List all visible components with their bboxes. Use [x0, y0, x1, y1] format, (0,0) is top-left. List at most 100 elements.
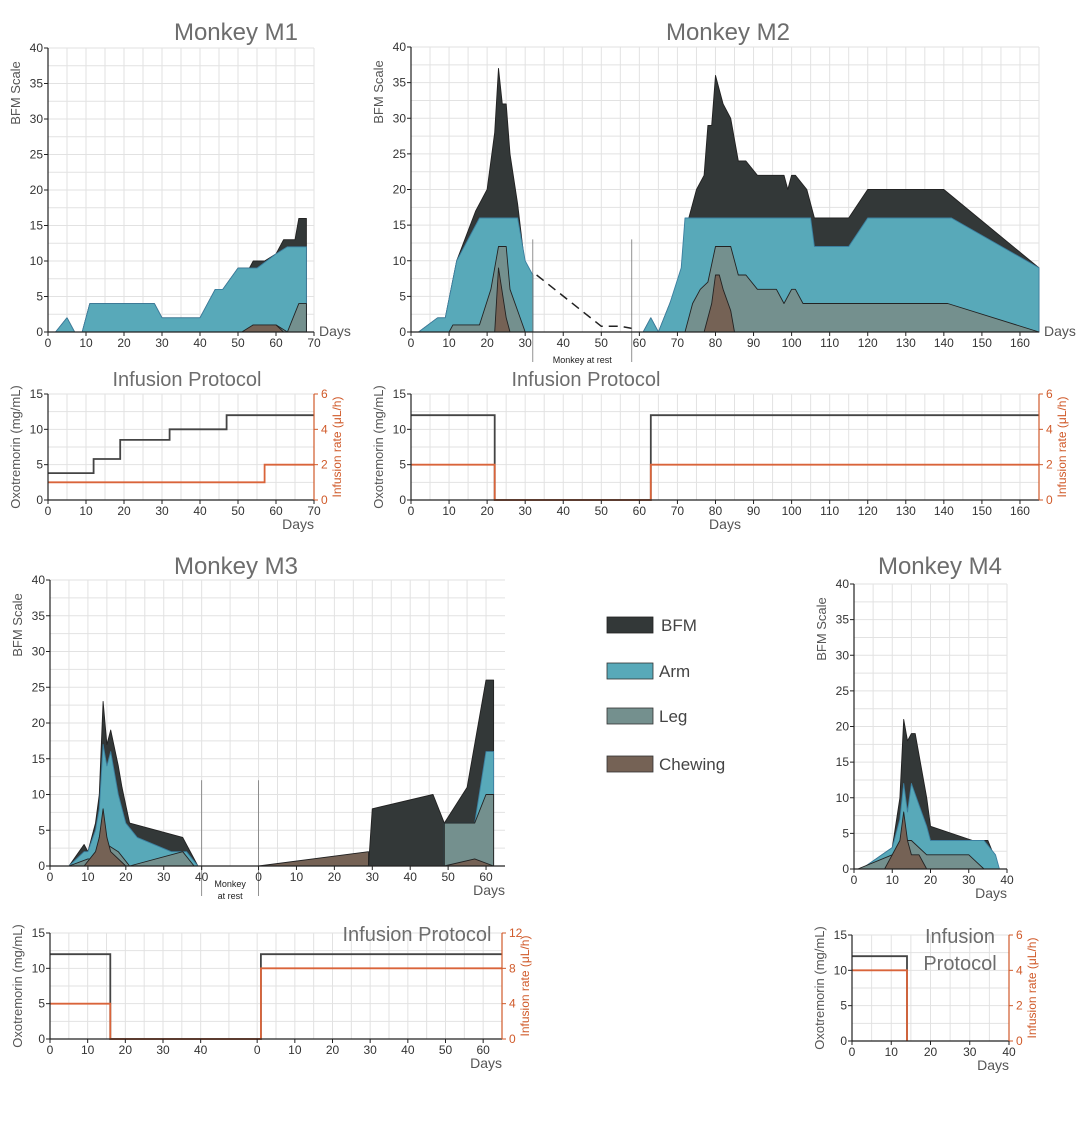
xtick-label: 150 — [972, 504, 992, 518]
xtick-label: 30 — [366, 870, 380, 884]
ytick-label: 20 — [32, 716, 46, 730]
area-leg — [684, 246, 1040, 333]
ytick-right-label: 0 — [321, 493, 328, 507]
ytick-right-label: 6 — [321, 387, 328, 401]
ytick-right-label: 4 — [509, 997, 516, 1011]
ytick-label: 40 — [393, 40, 407, 54]
xtick-label: 80 — [709, 504, 723, 518]
xtick-label: 40 — [1000, 873, 1014, 887]
xtick-label: 30 — [157, 870, 171, 884]
ytick-label: 15 — [30, 387, 44, 401]
line-rate — [48, 463, 314, 484]
xtick-label: 90 — [747, 504, 761, 518]
ytick-right-label: 8 — [509, 961, 516, 975]
xtick-label: 70 — [307, 504, 321, 518]
ytick-label: 30 — [30, 112, 44, 126]
xtick-label: 10 — [290, 870, 304, 884]
xtick-label: 50 — [595, 336, 609, 350]
xtick-label: 40 — [193, 504, 207, 518]
area-arm — [853, 783, 1000, 870]
ytick-label: 10 — [834, 963, 848, 977]
y-axis-label: BFM Scale — [371, 60, 386, 124]
xtick-label: 110 — [820, 504, 839, 518]
legend-swatch-chewing — [606, 755, 654, 773]
xtick-label: 0 — [408, 504, 415, 518]
xtick-label: 30 — [155, 336, 169, 350]
line-concentration — [411, 414, 1039, 501]
ytick-label: 0 — [840, 1034, 847, 1048]
xtick-label: 0 — [408, 336, 415, 350]
area-chewing — [197, 851, 369, 867]
ytick-right-label: 4 — [1016, 963, 1023, 977]
ytick-label: 30 — [393, 111, 407, 125]
chart-m3: Monkey at rest 0 5 10 15 20 25 30 35 40 0 10 20 30 40 0 1… — [10, 553, 505, 901]
xtick-label: 60 — [633, 336, 647, 350]
rest-annotation-line2: at rest — [218, 891, 244, 901]
ytick-label: 5 — [38, 997, 45, 1011]
ytick-label: 40 — [836, 577, 850, 591]
xtick-label: 60 — [269, 504, 283, 518]
chart-title: Monkey M1 — [174, 19, 298, 46]
ytick-right-label: 2 — [1016, 999, 1023, 1013]
xtick-label: 40 — [194, 1043, 208, 1057]
line-concentration — [852, 955, 908, 1041]
rest-annotation-line1: Monkey — [214, 879, 246, 889]
legend-swatch-leg — [606, 707, 654, 725]
chart-m4: 0 5 10 15 20 25 30 35 40 0 10 20 30 40 Monkey M4 BFM Sc… — [814, 553, 1014, 901]
xtick-label: 10 — [81, 870, 95, 884]
ytick-label: 10 — [393, 254, 407, 268]
ytick-label: 15 — [393, 387, 407, 401]
chart-title: Monkey M2 — [666, 19, 790, 46]
xtick-label: 20 — [924, 873, 938, 887]
rest-trend-dashed-line — [536, 274, 632, 330]
xtick-label: 20 — [117, 336, 131, 350]
xtick-label: 120 — [858, 336, 878, 350]
ytick-right-label: 2 — [321, 458, 328, 472]
ytick-label: 20 — [836, 720, 850, 734]
y-axis-label: Oxotremorin (mg/mL) — [8, 385, 23, 509]
ytick-label: 0 — [36, 325, 43, 339]
xtick-label: 10 — [442, 504, 456, 518]
ytick-label: 5 — [38, 823, 45, 837]
xtick-label: 20 — [924, 1045, 938, 1059]
xtick-label: 0 — [254, 1043, 261, 1057]
xtick-label: 70 — [671, 504, 685, 518]
xtick-label: 10 — [81, 1043, 95, 1057]
ytick-right-label: 12 — [509, 926, 523, 940]
xtick-label: 70 — [307, 336, 321, 350]
line-concentration — [48, 414, 314, 475]
ytick-label: 5 — [399, 289, 406, 303]
xtick-label: 40 — [193, 336, 207, 350]
ytick-label: 35 — [393, 76, 407, 90]
ytick-right-label: 2 — [1046, 458, 1053, 472]
xtick-label: 50 — [231, 336, 245, 350]
xtick-label: 20 — [328, 870, 342, 884]
ytick-label: 15 — [30, 219, 44, 233]
y-axis-label: Oxotremorin (mg/mL) — [10, 924, 25, 1048]
y-axis-right-label: Infusion rate (μL/h) — [518, 936, 532, 1037]
xtick-label: 130 — [896, 504, 916, 518]
chart-title: Infusion — [925, 926, 995, 948]
xtick-label: 100 — [782, 336, 802, 350]
legend-label-arm: Arm — [659, 662, 690, 681]
x-axis-label: Days — [473, 882, 505, 898]
xtick-label: 100 — [782, 504, 802, 518]
x-axis-label: Days — [977, 1057, 1009, 1073]
chart-title: Infusion Protocol — [512, 369, 661, 391]
xtick-label: 30 — [962, 873, 976, 887]
y-axis-label: BFM Scale — [8, 61, 23, 125]
xtick-label: 40 — [401, 1043, 415, 1057]
xtick-label: 0 — [255, 870, 262, 884]
ytick-label: 10 — [30, 422, 44, 436]
xtick-label: 30 — [519, 504, 533, 518]
y-axis-label: Oxotremorin (mg/mL) — [812, 926, 827, 1050]
xtick-label: 20 — [117, 504, 131, 518]
xtick-label: 50 — [231, 504, 245, 518]
ytick-label: 10 — [32, 788, 46, 802]
x-axis-label: Days — [470, 1055, 502, 1071]
chart-p4: 0 5 10 15 0 2 4 6 0 10 20 30 40 Infusion Protocol Oxotr… — [812, 926, 1039, 1073]
ytick-right-label: 0 — [1016, 1034, 1023, 1048]
xtick-label: 10 — [288, 1043, 302, 1057]
chart-m1: 0 5 10 15 20 25 30 35 40 0 10 20 30 40 50 60 70 Monkey M1… — [8, 19, 351, 350]
